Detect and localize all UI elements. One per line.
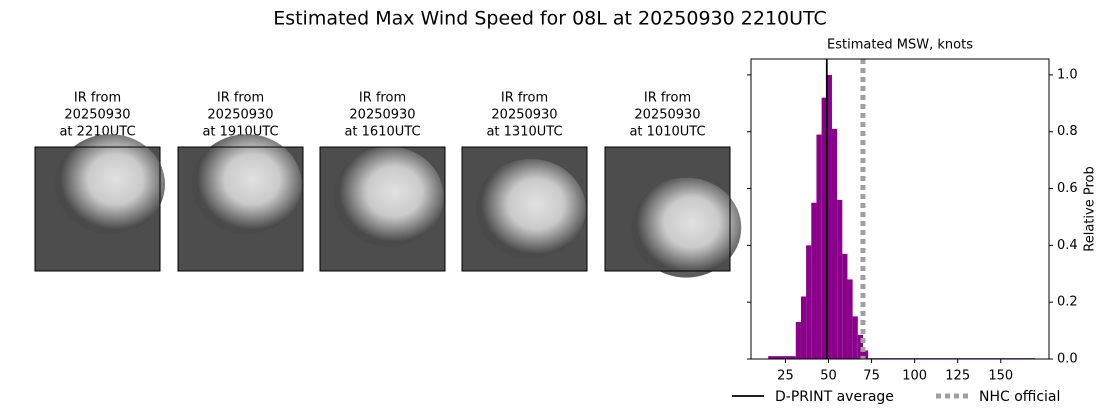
y-tick-label: 0.0 bbox=[1057, 352, 1078, 367]
bar bbox=[816, 134, 822, 359]
bar bbox=[768, 356, 796, 359]
figure-title: Estimated Max Wind Speed for 08L at 2025… bbox=[273, 8, 827, 30]
panel-label: 20250930 bbox=[349, 108, 415, 123]
ir-cloud bbox=[631, 177, 742, 278]
ir-frame bbox=[177, 146, 304, 272]
bar bbox=[857, 334, 863, 359]
x-tick-label: 75 bbox=[863, 369, 880, 384]
legend-label: D-PRINT average bbox=[775, 389, 894, 405]
panel-label: IR from bbox=[217, 91, 264, 106]
panel-label: 20250930 bbox=[207, 108, 273, 123]
bar bbox=[837, 199, 843, 359]
panel-label: IR from bbox=[644, 91, 691, 106]
y-tick-label: 0.8 bbox=[1057, 124, 1078, 139]
bar bbox=[831, 128, 838, 359]
ir-frame bbox=[319, 146, 446, 272]
y-axis-label: Relative Prob bbox=[1083, 166, 1098, 251]
panel-label: IR from bbox=[359, 91, 406, 106]
panel-label: IR from bbox=[501, 91, 548, 106]
bar bbox=[806, 245, 812, 359]
ir-frame bbox=[34, 146, 161, 272]
chart-title: Estimated MSW, knots bbox=[827, 38, 973, 53]
ir-cloud bbox=[475, 159, 586, 259]
x-tick-label: 50 bbox=[820, 369, 837, 384]
bar bbox=[847, 279, 853, 359]
ir-frame bbox=[461, 146, 588, 272]
bar bbox=[826, 74, 832, 359]
y-tick-label: 0.6 bbox=[1057, 181, 1078, 196]
bar bbox=[795, 322, 801, 359]
y-tick-label: 1.0 bbox=[1057, 67, 1078, 82]
panel-label: at 1610UTC bbox=[344, 125, 420, 140]
x-tick-label: 125 bbox=[945, 369, 970, 384]
panel-label: at 1010UTC bbox=[629, 125, 705, 140]
y-tick-label: 0.4 bbox=[1057, 238, 1078, 253]
panel-label: 20250930 bbox=[634, 108, 700, 123]
panel-label: 20250930 bbox=[64, 108, 130, 123]
panel-label: at 1310UTC bbox=[486, 125, 562, 140]
ir-cloud bbox=[191, 134, 302, 235]
panel-label: 20250930 bbox=[491, 108, 557, 123]
x-tick-label: 25 bbox=[777, 369, 794, 384]
bar bbox=[842, 253, 848, 359]
bar bbox=[800, 296, 807, 359]
bar bbox=[811, 202, 817, 359]
x-tick-label: 100 bbox=[902, 369, 927, 384]
ir-cloud bbox=[333, 146, 444, 247]
axes-frame bbox=[750, 58, 1050, 360]
panel-label: IR from bbox=[74, 91, 121, 106]
legend-label: NHC official bbox=[979, 389, 1060, 405]
y-tick-label: 0.2 bbox=[1057, 295, 1078, 310]
ir-frame bbox=[604, 146, 731, 272]
bar bbox=[821, 97, 827, 360]
x-tick-label: 150 bbox=[988, 369, 1013, 384]
bar bbox=[862, 350, 869, 359]
bar bbox=[852, 316, 858, 359]
ir-cloud bbox=[55, 134, 165, 235]
